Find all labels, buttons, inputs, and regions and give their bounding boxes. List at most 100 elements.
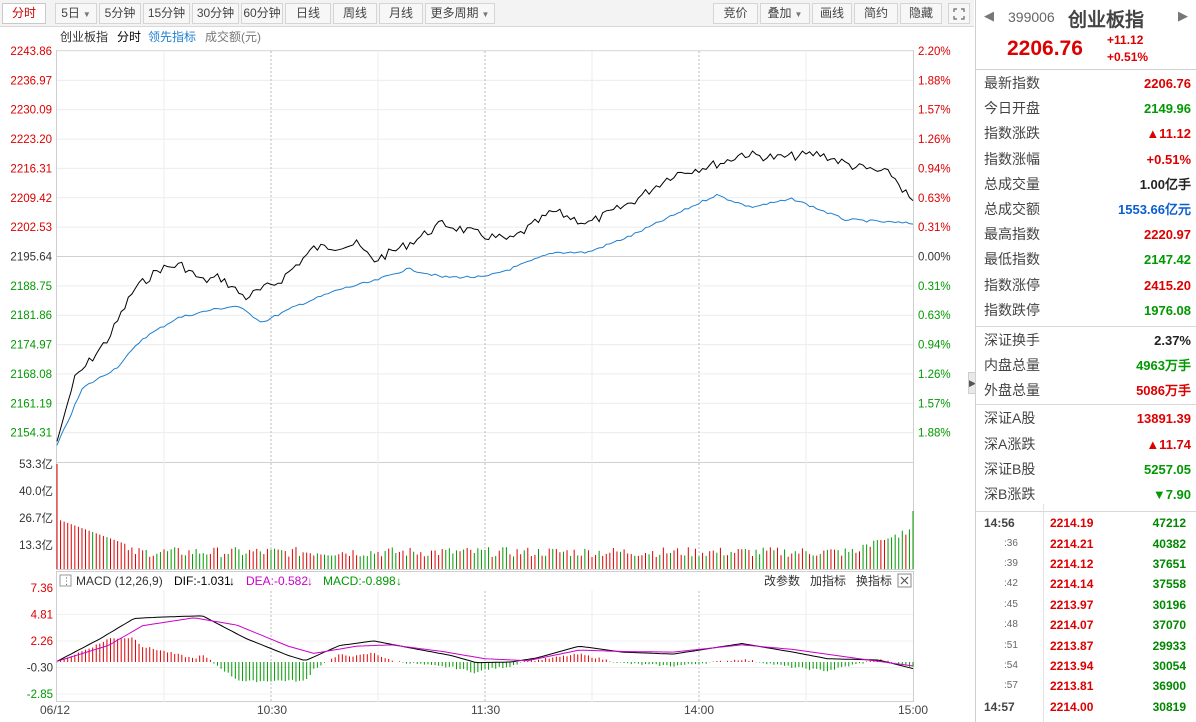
price-tick-label: 2188.75 — [10, 281, 52, 293]
tick-price: 2213.81 — [1050, 679, 1094, 694]
arrow-down-icon: ↓ — [307, 574, 313, 588]
period-5min-button[interactable]: 5分钟 — [99, 3, 141, 24]
stat-value: 2206.76 — [1144, 76, 1191, 91]
hide-button[interactable]: 隐藏 — [900, 3, 942, 24]
change-params-button[interactable]: 改参数 — [764, 573, 800, 588]
period-60min-button[interactable]: 60分钟 — [241, 3, 283, 24]
tick-price: 2213.97 — [1050, 597, 1094, 612]
period-daily-button[interactable]: 日线 — [285, 3, 331, 24]
stat-label: 今日开盘 — [984, 100, 1040, 117]
draw-line-button[interactable]: 画线 — [812, 3, 852, 24]
percent-tick-label: 0.31% — [918, 281, 951, 293]
intraday-chart[interactable]: 创业板指 分时 领先指标 成交额(元) 2243.86 2236.97 2230.0… — [0, 28, 968, 722]
macd-axis: 7.36 4.81 2.26 -0.30 -2.85 — [27, 583, 53, 701]
tick-time: :57 — [1004, 680, 1018, 692]
chevron-left-icon[interactable]: ◀ — [984, 8, 994, 23]
stat-row: 最低指数 2147.42 — [976, 247, 1196, 272]
fullscreen-icon[interactable] — [948, 3, 970, 24]
stat-row: 深证换手 2.37% — [976, 328, 1196, 353]
price-tick-label: 2216.31 — [10, 163, 52, 175]
tick-time: :54 — [1004, 659, 1018, 671]
price-tick-label: 2154.31 — [10, 428, 52, 440]
percent-tick-label: 0.00% — [918, 252, 951, 264]
percent-tick-label: 0.63% — [918, 193, 951, 205]
legend-leading-indicator[interactable]: 领先指标 — [148, 29, 196, 44]
switch-indicator-button[interactable]: 换指标 — [856, 573, 892, 588]
price-tick-label: 2174.97 — [10, 340, 52, 352]
tick-row: :42 2214.14 37558 — [976, 574, 1196, 594]
stat-row: 指数涨跌 ▲11.12 — [976, 121, 1196, 146]
more-periods-button[interactable]: 更多周期 ▼ — [425, 3, 495, 24]
period-30min-button[interactable]: 30分钟 — [192, 3, 239, 24]
period-monthly-button[interactable]: 月线 — [379, 3, 423, 24]
macd-settings-glyph: ⋮ — [62, 576, 71, 586]
tick-volume: 36900 — [1152, 679, 1186, 694]
overlay-label: 叠加 — [767, 6, 792, 20]
macd-dif-value: DIF:-1.031 — [174, 574, 231, 588]
price-tick-label: 2202.53 — [10, 222, 52, 234]
current-price: 2206.76 — [1007, 37, 1083, 60]
add-indicator-button[interactable]: 加指标 — [810, 573, 846, 588]
percent-tick-label: 0.63% — [918, 310, 951, 322]
tick-time: 14:57 — [984, 699, 1015, 714]
price-change: +11.12 — [1107, 33, 1144, 47]
tick-price: 2214.14 — [1050, 577, 1094, 592]
stat-value: ▼7.90 — [1152, 487, 1191, 502]
index-code: 399006 — [1008, 9, 1055, 25]
stat-label: 指数跌停 — [984, 301, 1040, 318]
tick-price: 2214.12 — [1050, 556, 1094, 571]
tick-time: :36 — [1004, 537, 1018, 549]
percent-tick-label: 1.57% — [918, 398, 951, 410]
stat-value: +0.51% — [1146, 151, 1191, 167]
stat-value: 2415.20 — [1144, 277, 1191, 293]
dea-line — [56, 617, 914, 667]
tick-time: :03 — [1004, 717, 1018, 722]
chevron-right-icon[interactable]: ▶ — [1178, 8, 1188, 23]
percent-tick-label: 0.94% — [918, 340, 951, 352]
quote-stats: 最新指数 2206.76 今日开盘 2149.96 指数涨跌 ▲11.12 指数涨幅 +0.5… — [976, 70, 1196, 323]
stat-label: 指数涨幅 — [984, 150, 1040, 167]
stat-row: 深证A股 13891.39 — [976, 406, 1196, 431]
overlay-button[interactable]: 叠加 ▼ — [760, 3, 810, 24]
price-tick-label: 2195.64 — [10, 252, 52, 264]
period-5day-button[interactable]: 5日 ▼ — [55, 3, 97, 24]
tick-price: 2214.19 — [1050, 516, 1094, 531]
period-intraday-button[interactable]: 分时 — [2, 3, 46, 24]
tick-volume: 40382 — [1152, 536, 1186, 551]
percent-tick-label: 1.26% — [918, 134, 951, 146]
stat-value: 2149.96 — [1144, 101, 1191, 117]
auction-button[interactable]: 竞价 — [713, 3, 758, 24]
macd-header — [57, 572, 913, 590]
stat-row: 今日开盘 2149.96 — [976, 96, 1196, 121]
price-tick-label: 2168.08 — [10, 369, 52, 381]
stat-row: 指数涨幅 +0.51% — [976, 147, 1196, 172]
time-label-1500: 15:00 — [898, 703, 928, 717]
percent-tick-label: 1.57% — [918, 105, 951, 117]
stat-row: 总成交额 1553.66亿元 — [976, 197, 1196, 222]
price-tick-label: 2161.19 — [10, 398, 52, 410]
time-label-1130: 11:30 — [471, 703, 500, 717]
stat-label: 深证换手 — [984, 331, 1040, 348]
tick-volume: 37558 — [1152, 577, 1186, 592]
volume-tick-label: 53.3亿 — [19, 458, 53, 471]
tick-price: 2213.87 — [1050, 638, 1094, 653]
average-price-line — [56, 193, 914, 446]
period-5day-label: 5日 — [61, 6, 80, 20]
stat-label: 最新指数 — [984, 75, 1040, 91]
volume-tick-label: 40.0亿 — [19, 485, 53, 498]
macd-settings-icon[interactable] — [59, 574, 72, 587]
stat-row: 总成交量 1.00亿手 — [976, 172, 1196, 197]
quote-panel: ◀ 399006 创业板指 ▶ 2206.76 +11.12 +0.51% 最新… — [975, 0, 1196, 722]
price-tick-label: 2230.09 — [10, 105, 52, 117]
stat-label: 深证A股 — [984, 410, 1036, 427]
stat-value: 4963万手 — [1136, 358, 1191, 374]
stat-row: 深证B股 5257.05 — [976, 457, 1196, 482]
index-name: 创业板指 — [1068, 10, 1145, 31]
percent-axis-right: 2.20% 1.88% 1.57% 1.26% 0.94% 0.63% 0.31% 0.00%… — [918, 46, 951, 440]
period-15min-button[interactable]: 15分钟 — [143, 3, 190, 24]
simple-mode-button[interactable]: 简约 — [854, 3, 898, 24]
stat-value: 1976.08 — [1144, 302, 1191, 318]
stat-label: 深A涨跌 — [984, 435, 1036, 452]
price-change-percent: +0.51% — [1107, 50, 1149, 64]
period-weekly-button[interactable]: 周线 — [333, 3, 377, 24]
